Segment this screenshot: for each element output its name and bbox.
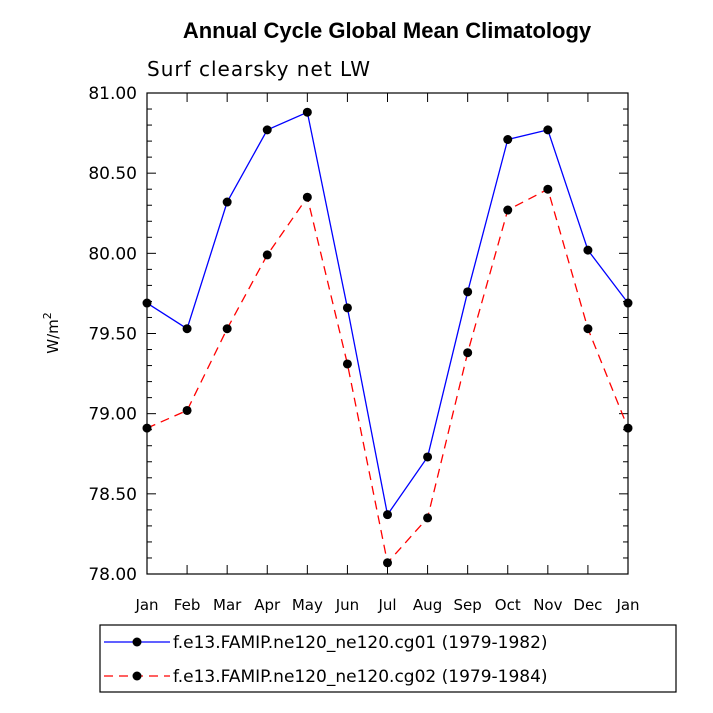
minor-ticks (147, 108, 628, 559)
series-line-1 (146, 111, 629, 517)
series-1-point (623, 298, 633, 308)
series-2-point (142, 423, 152, 433)
series-layer (142, 107, 633, 568)
series-1-point (142, 298, 152, 308)
y-axis: 78.00 78.50 79.00 79.50 80.00 80.50 81.00 (88, 84, 628, 585)
series-1-point (503, 134, 513, 144)
legend-label-2: f.e13.FAMIP.ne120_ne120.cg02 (1979-1984) (173, 667, 548, 687)
x-tick-label: May (292, 596, 323, 614)
series-2-point (182, 405, 192, 415)
x-tick-label: Sep (454, 596, 482, 614)
series-2-point (583, 324, 593, 334)
x-tick-label: Jul (377, 596, 396, 614)
series-1-point (543, 125, 553, 135)
series-1-point (463, 287, 473, 297)
legend-box (99, 624, 677, 693)
x-tick-label: Oct (495, 596, 521, 614)
y-tick-label: 78.50 (88, 485, 137, 505)
x-tick-label: Feb (174, 596, 201, 614)
series-2-point (222, 324, 232, 334)
legend: f.e13.FAMIP.ne120_ne120.cg01 (1979-1982)… (99, 624, 677, 693)
y-tick-label: 79.50 (88, 325, 137, 345)
series-1-point (423, 452, 433, 462)
x-axis: Jan Feb Mar Apr May Jun Jul Aug Sep Oct Nov Dec Jan (134, 93, 640, 614)
y-tick-label: 79.00 (88, 405, 137, 425)
series-2-point (302, 192, 312, 202)
x-tick-label: Aug (413, 596, 442, 614)
y-tick-label: 78.00 (88, 565, 137, 585)
series-1-point (302, 107, 312, 117)
series-1-point (182, 324, 192, 334)
legend-marker-2 (132, 671, 142, 681)
x-tick-label: Jun (335, 596, 359, 614)
x-tick-label: Jan (134, 596, 158, 614)
y-tick-label: 80.50 (88, 164, 137, 184)
series-1-point (342, 303, 352, 313)
legend-marker-1 (132, 637, 142, 647)
plot-area-frame (146, 92, 629, 575)
series-1-point (262, 125, 272, 135)
y-tick-label: 81.00 (88, 84, 137, 104)
chart-title: Annual Cycle Global Mean Climatology (183, 18, 592, 43)
x-tick-label: Mar (213, 596, 242, 614)
chart-subtitle: Surf clearsky net LW (147, 57, 371, 81)
legend-label-1: f.e13.FAMIP.ne120_ne120.cg01 (1979-1982) (173, 633, 548, 653)
x-tick-label: Apr (254, 596, 281, 614)
x-tick-label: Dec (573, 596, 602, 614)
series-2-point (262, 250, 272, 260)
series-1-point (222, 197, 232, 207)
x-tick-label: Jan (615, 596, 639, 614)
series-2-point (463, 348, 473, 358)
series-2-point (623, 423, 633, 433)
series-2-point (423, 513, 433, 523)
y-axis-label: W/m2 (41, 312, 62, 354)
series-line-2 (146, 188, 629, 565)
series-1-point (383, 510, 392, 520)
y-tick-label: 80.00 (88, 244, 137, 264)
series-1-point (583, 245, 593, 255)
series-2-point (503, 205, 513, 215)
series-2-point (543, 184, 553, 194)
series-2-point (383, 558, 392, 568)
x-tick-label: Nov (533, 596, 562, 614)
series-2-point (342, 359, 352, 369)
